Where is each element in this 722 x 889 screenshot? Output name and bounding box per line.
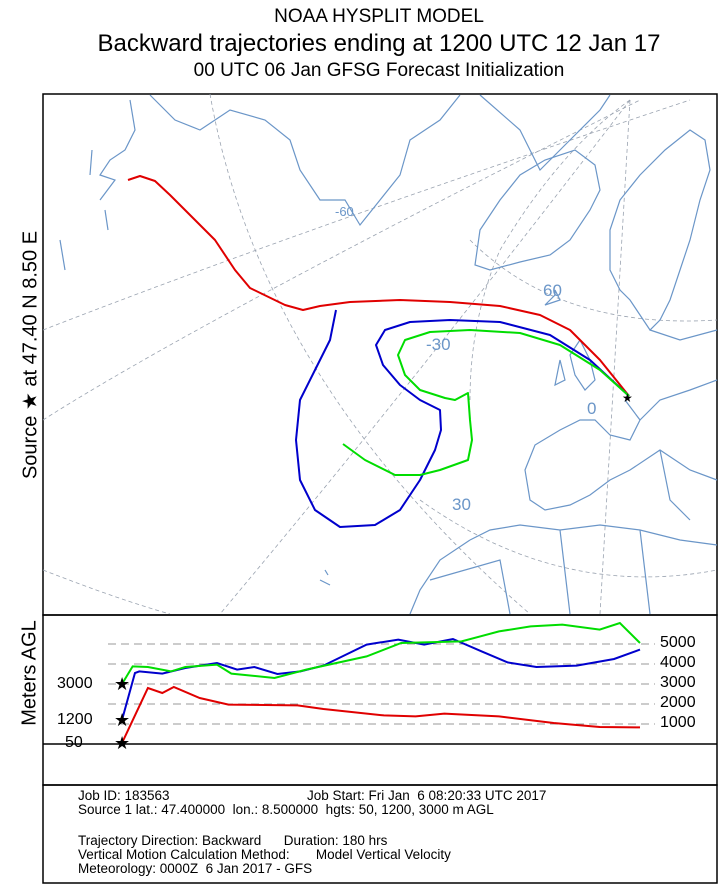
map-grid-labels: -60 60 -30 0 30	[335, 204, 596, 514]
vertical-motion-method: Vertical Motion Calculation Method: Mode…	[78, 847, 451, 862]
right-tick-label: 5000	[660, 634, 696, 651]
start-star-icon: ★	[114, 674, 130, 694]
height-series-line	[121, 621, 641, 685]
start-height-label: 1200	[57, 711, 93, 728]
right-tick-label: 4000	[660, 654, 696, 671]
trajectory-map-blue	[295, 309, 630, 528]
height-series-line	[121, 685, 641, 744]
trajectory-direction: Trajectory Direction: Backward Duration:…	[78, 833, 388, 848]
source-star-icon: ★	[622, 391, 633, 405]
grid-label: 60	[543, 281, 562, 300]
source-info: Source 1 lat.: 47.400000 lon.: 8.500000 …	[78, 802, 494, 817]
right-tick-label: 1000	[660, 714, 696, 731]
info-box-frame	[42, 784, 718, 884]
grid-label: 30	[452, 495, 471, 514]
start-height-label: 50	[65, 734, 83, 751]
grid-label: -60	[335, 204, 354, 219]
height-series: ★ ★ ★	[114, 621, 641, 753]
height-gridlines	[108, 643, 655, 725]
trajectory-map-green	[342, 329, 630, 476]
job-id: Job ID: 183563	[78, 788, 170, 803]
start-star-icon: ★	[114, 710, 130, 730]
plot-title: Backward trajectories ending at 1200 UTC…	[97, 30, 661, 57]
start-star-icon: ★	[114, 733, 130, 753]
trajectory-map-red	[127, 175, 630, 397]
map-graticule	[42, 93, 718, 615]
height-panel-frame	[42, 614, 718, 786]
job-start: Job Start: Fri Jan 6 08:20:33 UTC 2017	[307, 788, 547, 803]
grid-label: -30	[426, 335, 451, 354]
right-tick-label: 2000	[660, 694, 696, 711]
start-height-label: 3000	[57, 675, 93, 692]
right-tick-label: 3000	[660, 674, 696, 691]
model-title: NOAA HYSPLIT MODEL	[274, 6, 484, 27]
grid-label: 0	[587, 399, 596, 418]
map-coastlines	[59, 94, 718, 615]
meteorology-info: Meteorology: 0000Z 6 Jan 2017 - GFS	[78, 861, 313, 876]
plot-subtitle: 00 UTC 06 Jan GFSG Forecast Initializati…	[193, 60, 565, 81]
